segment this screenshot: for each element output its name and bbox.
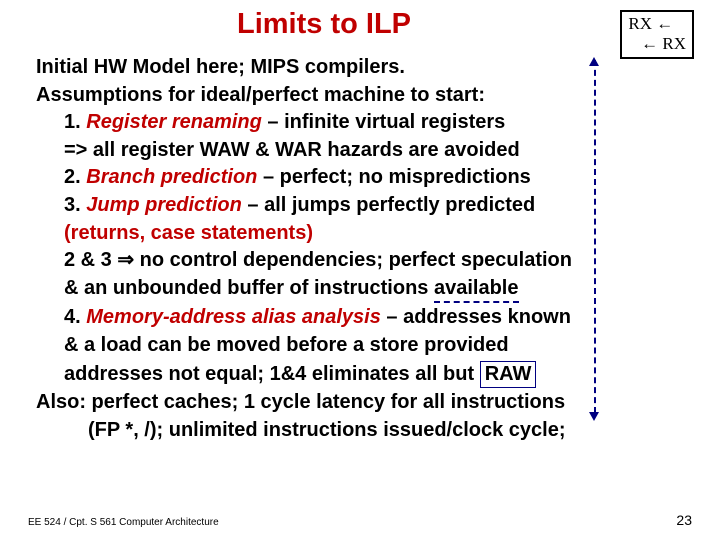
arrowhead-up-icon xyxy=(589,57,599,66)
title-text: Limits to ILP xyxy=(237,8,411,41)
body-line: 2 & 3 ⇒ no control dependencies; perfect… xyxy=(64,248,692,274)
footer-left: EE 524 / Cpt. S 561 Computer Architectur… xyxy=(28,517,219,528)
body-line: 2. Branch prediction – perfect; no mispr… xyxy=(64,165,692,191)
arrowhead-down-icon xyxy=(589,412,599,421)
page-number: 23 xyxy=(676,512,692,528)
slide: Limits to ILP RX ← ← RX Initial HW Model… xyxy=(0,0,720,540)
body-line: (FP *, /); unlimited instructions issued… xyxy=(88,418,692,444)
body-line: 1. Register renaming – infinite virtual … xyxy=(64,110,692,136)
body-line: 3. Jump prediction – all jumps perfectly… xyxy=(64,193,692,219)
rx-box: RX ← ← RX xyxy=(620,10,694,59)
dashed-arrow-icon xyxy=(594,60,596,413)
body-line: 4. Memory-address alias analysis – addre… xyxy=(64,305,692,331)
body-line: => all register WAW & WAR hazards are av… xyxy=(64,138,692,164)
rx-line2: ← RX xyxy=(628,34,686,54)
body-line: (returns, case statements) xyxy=(64,221,692,247)
body-line: addresses not equal; 1&4 eliminates all … xyxy=(64,361,692,389)
body-line: & an unbounded buffer of instructions av… xyxy=(64,276,692,304)
body-line: & a load can be moved before a store pro… xyxy=(64,333,692,359)
slide-title: Limits to ILP xyxy=(36,8,692,41)
rx-line1: RX ← xyxy=(628,14,686,34)
